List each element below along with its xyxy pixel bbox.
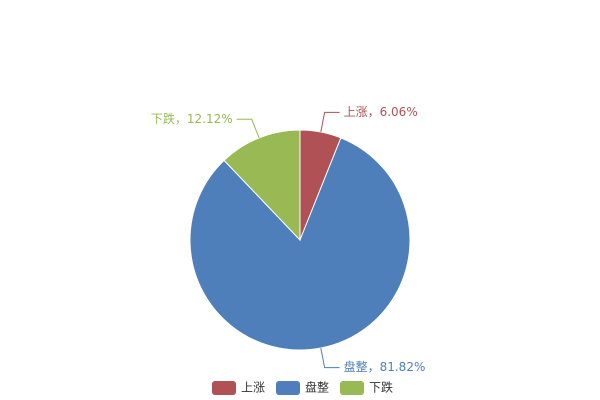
slice-label: 下跌，12.12% (151, 111, 233, 126)
slice-label: 上涨，6.06% (344, 104, 418, 119)
label-line (320, 111, 340, 133)
legend-swatch[interactable] (276, 381, 300, 395)
label-line (320, 347, 340, 369)
legend-swatch[interactable] (212, 381, 236, 395)
pie-slice (189, 137, 411, 351)
slice-label: 盘整，81.82% (344, 359, 426, 374)
legend-label[interactable]: 盘整 (305, 380, 329, 395)
legend-label[interactable]: 上涨 (241, 380, 265, 395)
label-line (236, 118, 260, 139)
legend-swatch[interactable] (340, 381, 364, 395)
legend-label[interactable]: 下跌 (369, 380, 393, 395)
